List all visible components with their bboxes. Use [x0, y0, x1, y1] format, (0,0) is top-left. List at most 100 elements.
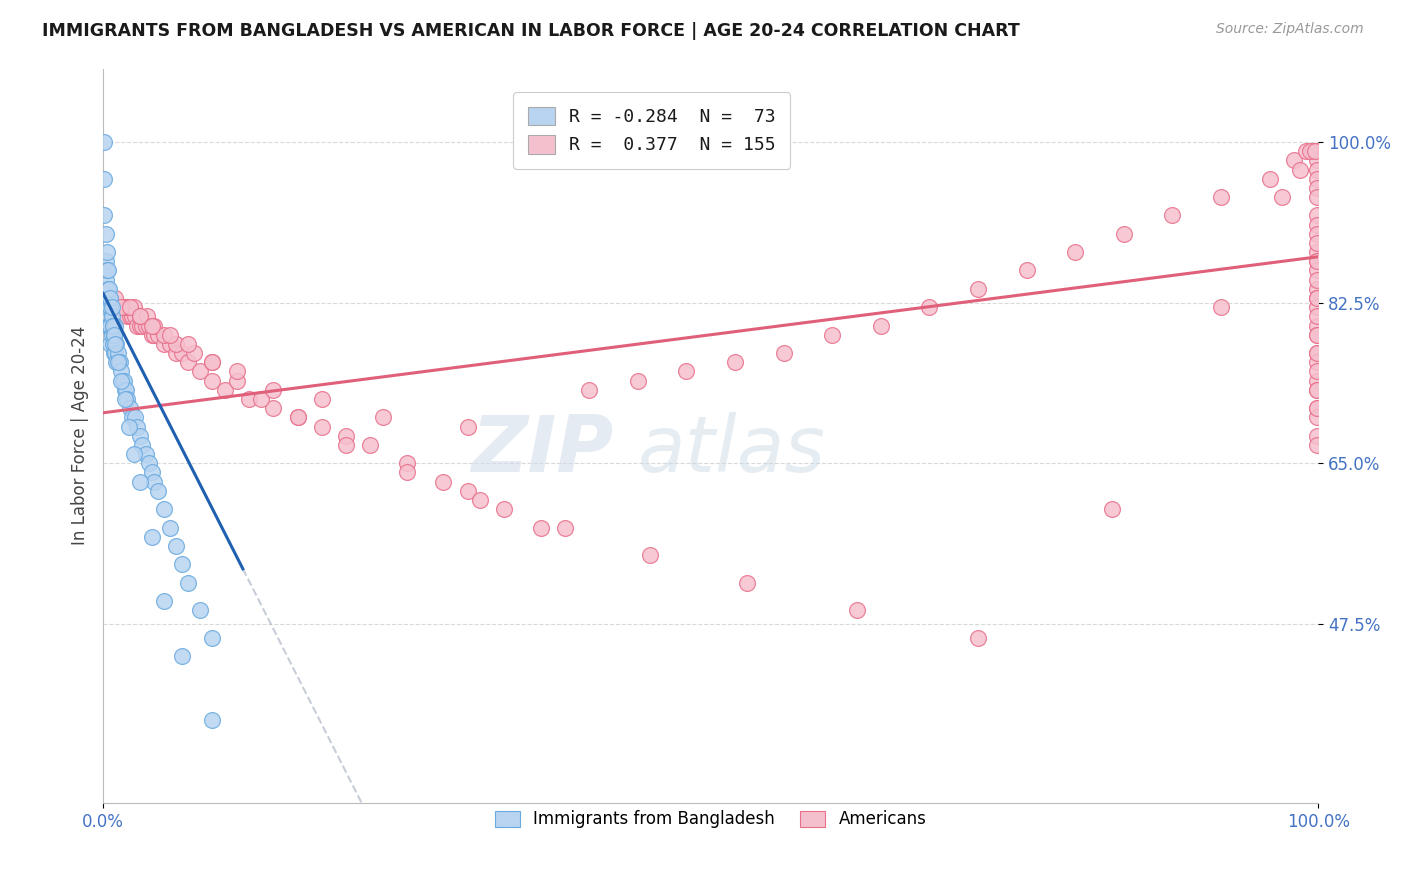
- Point: [111, 374, 134, 388]
- Point: [1064, 245, 1087, 260]
- Point: [1271, 190, 1294, 204]
- Point: [97, 263, 120, 277]
- Point: [371, 410, 394, 425]
- Point: [112, 374, 135, 388]
- Point: [967, 631, 990, 645]
- Point: [104, 300, 127, 314]
- Point: [238, 392, 260, 406]
- Point: [869, 318, 891, 333]
- Point: [115, 383, 138, 397]
- Point: [287, 410, 309, 425]
- Point: [138, 318, 160, 333]
- Point: [1101, 502, 1123, 516]
- Point: [159, 520, 181, 534]
- Point: [1306, 282, 1329, 296]
- Point: [146, 327, 169, 342]
- Point: [395, 456, 418, 470]
- Point: [124, 410, 146, 425]
- Point: [1306, 355, 1329, 369]
- Point: [143, 327, 166, 342]
- Point: [159, 327, 181, 342]
- Point: [96, 291, 118, 305]
- Point: [177, 575, 200, 590]
- Point: [457, 419, 479, 434]
- Point: [118, 401, 141, 416]
- Point: [97, 282, 120, 296]
- Point: [104, 318, 127, 333]
- Point: [114, 383, 136, 397]
- Point: [201, 631, 224, 645]
- Point: [98, 300, 121, 314]
- Point: [114, 392, 136, 406]
- Point: [100, 291, 122, 305]
- Y-axis label: In Labor Force | Age 20-24: In Labor Force | Age 20-24: [72, 326, 89, 545]
- Point: [201, 355, 224, 369]
- Point: [188, 364, 211, 378]
- Point: [1209, 300, 1232, 314]
- Point: [117, 392, 139, 406]
- Point: [97, 300, 120, 314]
- Point: [1306, 144, 1329, 158]
- Point: [1306, 235, 1329, 250]
- Point: [1306, 327, 1329, 342]
- Point: [101, 318, 124, 333]
- Point: [108, 355, 131, 369]
- Point: [107, 300, 129, 314]
- Point: [1289, 162, 1312, 177]
- Point: [96, 245, 118, 260]
- Point: [94, 300, 117, 314]
- Point: [1161, 208, 1184, 222]
- Point: [141, 466, 163, 480]
- Point: [97, 300, 120, 314]
- Point: [110, 364, 132, 378]
- Point: [1306, 374, 1329, 388]
- Point: [225, 364, 247, 378]
- Point: [578, 383, 600, 397]
- Point: [967, 282, 990, 296]
- Point: [96, 263, 118, 277]
- Point: [1306, 254, 1329, 268]
- Point: [1306, 291, 1329, 305]
- Point: [1015, 263, 1038, 277]
- Point: [177, 337, 200, 351]
- Point: [141, 327, 163, 342]
- Point: [1306, 181, 1329, 195]
- Point: [114, 300, 136, 314]
- Point: [1299, 144, 1322, 158]
- Point: [117, 419, 139, 434]
- Point: [735, 575, 758, 590]
- Point: [1306, 263, 1329, 277]
- Point: [335, 428, 357, 442]
- Point: [110, 374, 132, 388]
- Point: [146, 483, 169, 498]
- Point: [153, 594, 176, 608]
- Point: [1306, 327, 1329, 342]
- Point: [100, 300, 122, 314]
- Point: [112, 300, 135, 314]
- Point: [100, 318, 122, 333]
- Point: [250, 392, 273, 406]
- Point: [122, 300, 145, 314]
- Point: [1306, 208, 1329, 222]
- Point: [1303, 144, 1326, 158]
- Point: [96, 310, 118, 324]
- Point: [100, 310, 122, 324]
- Point: [101, 337, 124, 351]
- Point: [1306, 364, 1329, 378]
- Point: [101, 318, 124, 333]
- Point: [214, 383, 236, 397]
- Point: [165, 539, 187, 553]
- Text: Source: ZipAtlas.com: Source: ZipAtlas.com: [1216, 22, 1364, 37]
- Point: [1112, 227, 1135, 241]
- Point: [94, 254, 117, 268]
- Point: [100, 300, 122, 314]
- Point: [724, 355, 747, 369]
- Point: [111, 300, 134, 314]
- Point: [110, 300, 132, 314]
- Point: [165, 346, 187, 360]
- Point: [107, 355, 129, 369]
- Point: [104, 337, 127, 351]
- Point: [107, 300, 129, 314]
- Point: [287, 410, 309, 425]
- Point: [335, 438, 357, 452]
